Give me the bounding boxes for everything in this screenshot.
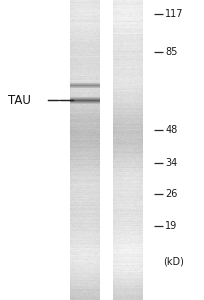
Text: 85: 85 [165, 47, 178, 57]
Text: (kD): (kD) [163, 257, 184, 267]
Text: 19: 19 [165, 221, 177, 231]
Text: 26: 26 [165, 189, 178, 199]
Text: 117: 117 [165, 9, 184, 19]
Text: 34: 34 [165, 158, 177, 168]
Text: 48: 48 [165, 125, 177, 135]
Text: TAU: TAU [8, 94, 31, 106]
